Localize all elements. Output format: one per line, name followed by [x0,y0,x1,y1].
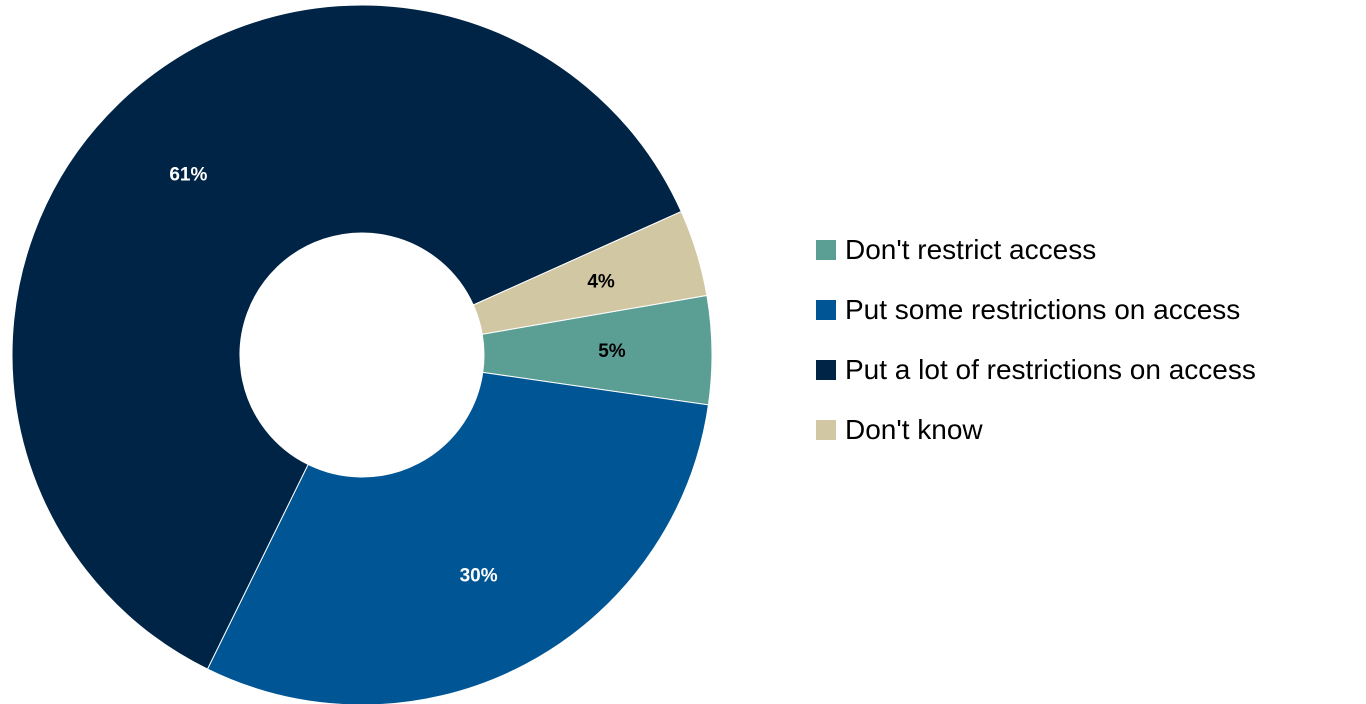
legend-label-put-a-lot-of-restrictions-on-access: Put a lot of restrictions on access [845,354,1256,385]
legend-item-put-a-lot-of-restrictions-on-access: Put a lot of restrictions on access [816,340,1256,400]
legend-item-don-t-restrict-access: Don't restrict access [816,220,1256,280]
data-label-don-t-restrict-access: 5% [598,341,626,362]
data-label-put-some-restrictions-on-access: 30% [460,566,498,587]
legend-label-don-t-restrict-access: Don't restrict access [845,234,1097,265]
legend-swatch-put-a-lot-of-restrictions-on-access [816,360,836,380]
slice-don-t-know [472,210,708,335]
data-label-put-a-lot-of-restrictions-on-access: 61% [169,165,207,186]
legend-swatch-don-t-restrict-access [816,240,836,260]
slice-put-a-lot-of-restrictions-on-access [11,4,682,670]
legend-label-don-t-know: Don't know [845,414,983,445]
legend-label-put-some-restrictions-on-access: Put some restrictions on access [845,294,1241,325]
legend-swatch-don-t-know [816,420,836,440]
chart-legend: Don't restrict access Put some restrictio… [816,220,1256,460]
legend-item-put-some-restrictions-on-access: Put some restrictions on access [816,280,1256,340]
legend-item-don-t-know: Don't know [816,400,1256,460]
slice-put-some-restrictions-on-access [206,371,709,704]
data-label-don-t-know: 4% [587,271,615,292]
legend-swatch-put-some-restrictions-on-access [816,300,836,320]
